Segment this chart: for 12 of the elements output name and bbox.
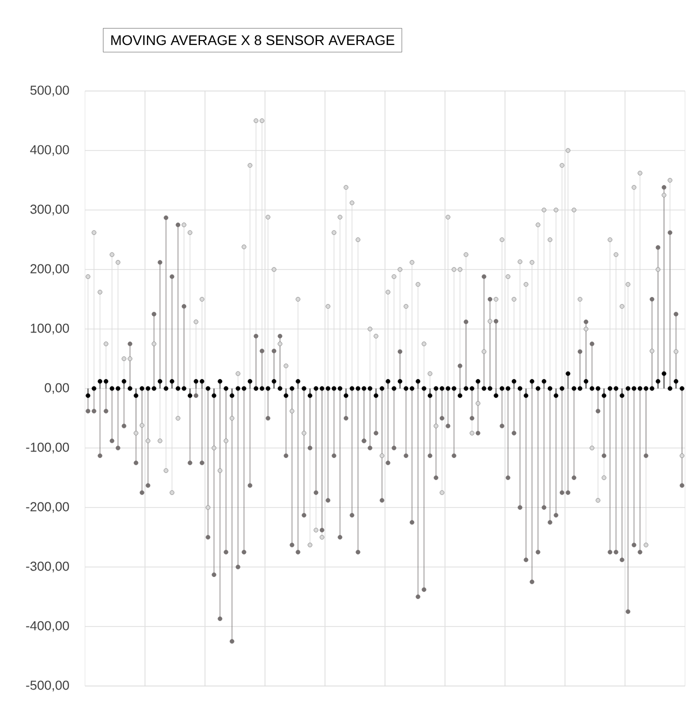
y-tick-label: -200,00 — [26, 502, 69, 513]
chart-title: MOVING AVERAGE X 8 SENSOR AVERAGE — [111, 35, 394, 46]
y-tick-label: 300,00 — [30, 204, 69, 216]
y-tick-label: 0,00 — [44, 383, 69, 394]
y-tick-label: 200,00 — [30, 264, 69, 275]
y-tick-label: 400,00 — [30, 145, 69, 156]
y-tick-label: -300,00 — [26, 562, 69, 572]
y-tick-label: 500,00 — [30, 86, 69, 96]
y-tick-label: -400,00 — [26, 621, 69, 632]
y-tick-label: -500,00 — [26, 680, 69, 692]
y-tick-label: -100,00 — [26, 442, 69, 454]
y-tick-label: 100,00 — [30, 324, 69, 334]
